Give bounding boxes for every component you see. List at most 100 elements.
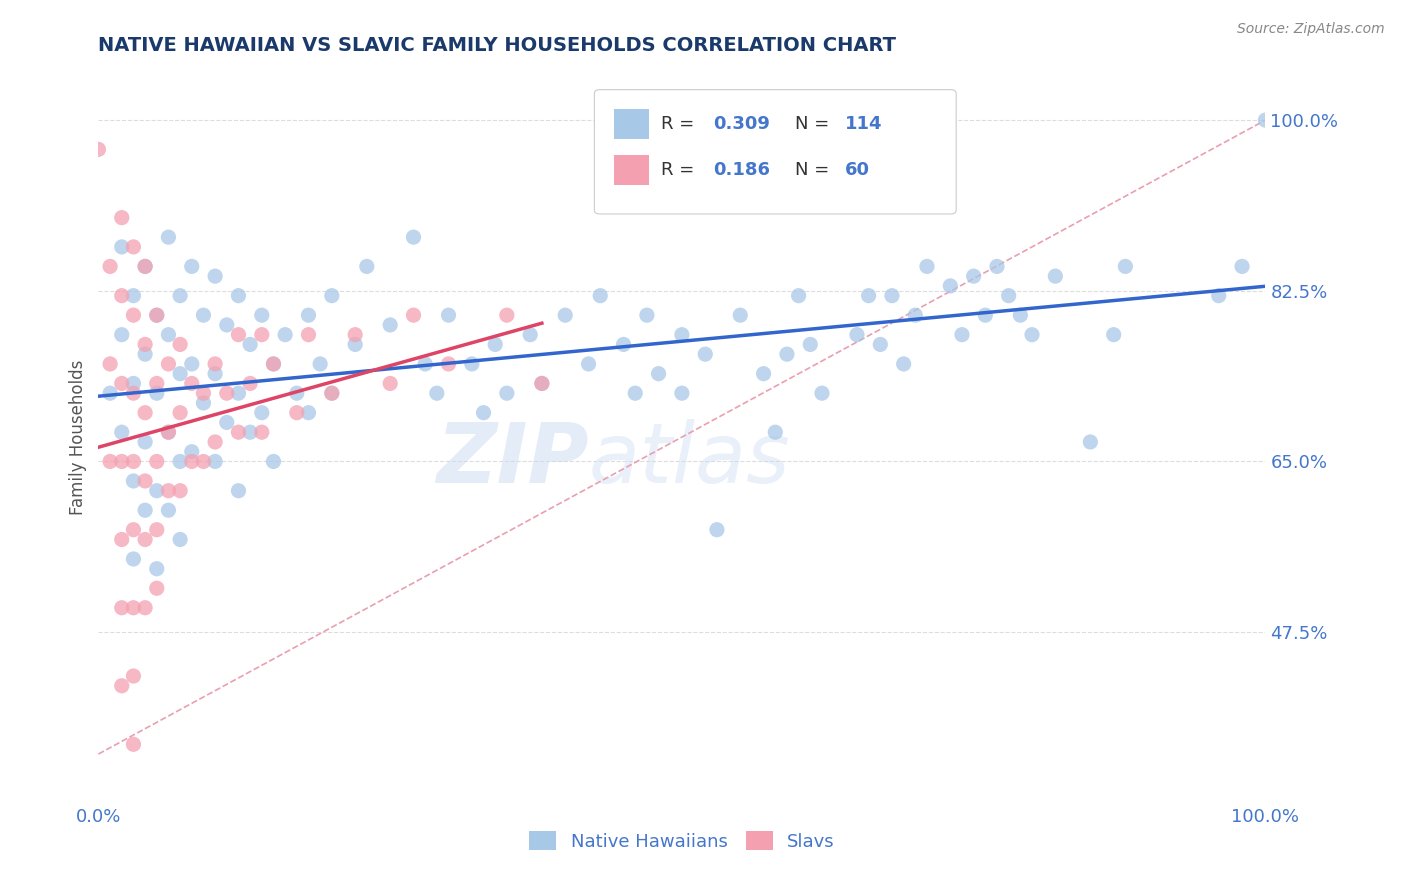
Point xyxy=(134,503,156,517)
Point xyxy=(122,288,145,302)
Point xyxy=(180,260,202,274)
Point xyxy=(636,308,658,322)
Point xyxy=(893,357,915,371)
Point xyxy=(157,357,180,371)
Point xyxy=(776,347,799,361)
Point xyxy=(974,308,997,322)
Point xyxy=(134,347,156,361)
Point xyxy=(180,376,202,391)
Point xyxy=(98,386,121,401)
Point xyxy=(402,308,425,322)
Point xyxy=(169,337,191,351)
Point xyxy=(111,376,134,391)
Point xyxy=(169,288,191,302)
Point xyxy=(752,367,775,381)
Point xyxy=(262,357,284,371)
Point xyxy=(380,318,402,332)
Point xyxy=(193,454,215,468)
Point xyxy=(262,357,284,371)
Point xyxy=(134,406,156,420)
Point xyxy=(554,308,576,322)
Point xyxy=(122,737,145,751)
Point xyxy=(193,308,215,322)
Point xyxy=(157,503,180,517)
Point xyxy=(1230,260,1253,274)
Point xyxy=(496,386,519,401)
Point xyxy=(285,406,308,420)
Point xyxy=(285,386,308,401)
Legend: Native Hawaiians, Slavs: Native Hawaiians, Slavs xyxy=(520,822,844,860)
Point xyxy=(215,416,238,430)
Point xyxy=(228,425,250,440)
Text: N =: N = xyxy=(796,161,835,179)
Point xyxy=(799,337,821,351)
Point xyxy=(589,288,612,302)
Point xyxy=(87,142,110,156)
Point xyxy=(997,288,1019,302)
Point xyxy=(344,337,367,351)
Point xyxy=(204,357,226,371)
Point xyxy=(402,230,425,244)
Point xyxy=(1010,308,1032,322)
Point xyxy=(321,386,343,401)
Text: R =: R = xyxy=(661,161,706,179)
Point xyxy=(122,376,145,391)
Point xyxy=(122,669,145,683)
Point xyxy=(671,327,693,342)
FancyBboxPatch shape xyxy=(595,90,956,214)
Point xyxy=(204,367,226,381)
Text: 0.309: 0.309 xyxy=(713,115,770,133)
Point xyxy=(939,279,962,293)
Point xyxy=(111,211,134,225)
Point xyxy=(250,327,273,342)
Point xyxy=(122,308,145,322)
Point xyxy=(1114,260,1136,274)
Point xyxy=(122,523,145,537)
Point xyxy=(437,308,460,322)
Point xyxy=(134,474,156,488)
Point xyxy=(413,357,436,371)
FancyBboxPatch shape xyxy=(614,110,650,138)
Point xyxy=(157,425,180,440)
Point xyxy=(519,327,541,342)
Point xyxy=(647,367,669,381)
Point xyxy=(239,425,262,440)
Point xyxy=(134,260,156,274)
Point xyxy=(228,327,250,342)
Point xyxy=(250,425,273,440)
Point xyxy=(146,376,169,391)
Point xyxy=(122,474,145,488)
Point xyxy=(180,454,202,468)
Text: 114: 114 xyxy=(845,115,883,133)
Text: Source: ZipAtlas.com: Source: ZipAtlas.com xyxy=(1237,22,1385,37)
Point xyxy=(157,425,180,440)
Point xyxy=(858,288,880,302)
Y-axis label: Family Households: Family Households xyxy=(69,359,87,515)
Point xyxy=(111,679,134,693)
Point xyxy=(146,454,169,468)
Point xyxy=(193,396,215,410)
Point xyxy=(239,337,262,351)
Point xyxy=(204,434,226,449)
Point xyxy=(437,357,460,371)
Point xyxy=(111,288,134,302)
Point xyxy=(169,367,191,381)
Point xyxy=(193,386,215,401)
Point xyxy=(157,327,180,342)
Point xyxy=(204,454,226,468)
Point xyxy=(146,483,169,498)
Point xyxy=(671,386,693,401)
Text: NATIVE HAWAIIAN VS SLAVIC FAMILY HOUSEHOLDS CORRELATION CHART: NATIVE HAWAIIAN VS SLAVIC FAMILY HOUSEHO… xyxy=(98,36,897,54)
Point xyxy=(169,483,191,498)
Point xyxy=(950,327,973,342)
Point xyxy=(356,260,378,274)
Point xyxy=(111,454,134,468)
Point xyxy=(157,483,180,498)
Point xyxy=(250,406,273,420)
Text: 0.186: 0.186 xyxy=(713,161,770,179)
Point xyxy=(122,240,145,254)
Point xyxy=(204,269,226,284)
FancyBboxPatch shape xyxy=(614,155,650,185)
Point xyxy=(122,454,145,468)
Point xyxy=(380,376,402,391)
